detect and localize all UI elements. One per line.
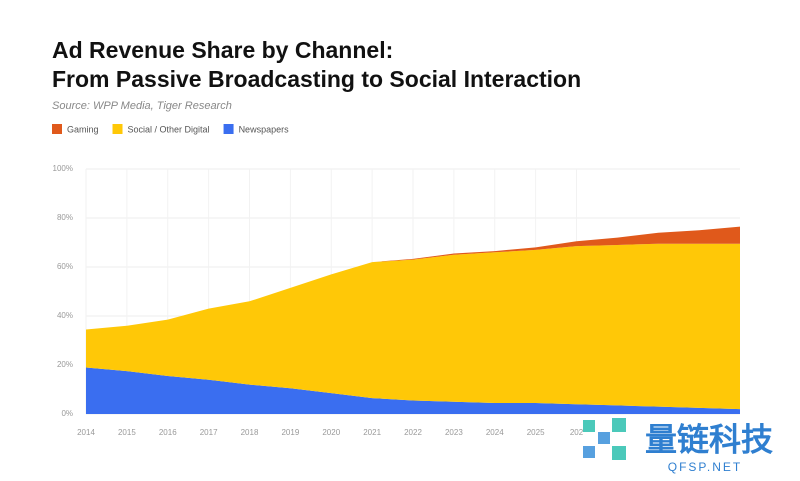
chart-title: From Passive Broadcasting to Social Inte… — [52, 66, 581, 92]
x-tick-label: 2021 — [363, 428, 381, 437]
x-tick-label: 2017 — [200, 428, 218, 437]
area — [86, 243, 740, 410]
x-tick-label: 2020 — [322, 428, 340, 437]
area — [86, 226, 740, 330]
y-tick-label: 20% — [57, 360, 73, 369]
x-tick-label: 2024 — [486, 428, 504, 437]
chart-title: Ad Revenue Share by Channel: — [52, 37, 393, 63]
x-tick-label: 202 — [570, 428, 584, 437]
x-tick-label: 2025 — [527, 428, 545, 437]
watermark: 量链科技 QFSP.NET — [583, 418, 773, 474]
legend-swatch — [223, 124, 234, 134]
y-tick-label: 100% — [53, 164, 73, 173]
legend-swatch — [52, 124, 62, 134]
legend-label: Gaming — [67, 124, 99, 134]
y-tick-label: 0% — [61, 409, 73, 418]
area — [86, 367, 740, 414]
watermark-name: 量链科技 — [645, 421, 773, 457]
x-tick-label: 2019 — [281, 428, 299, 437]
logo-block — [583, 420, 595, 432]
legend-label: Social / Other Digital — [128, 124, 210, 134]
watermark-site: QFSP.NET — [668, 460, 742, 474]
logo-block — [583, 446, 595, 458]
legend-label: Newspapers — [239, 124, 290, 134]
y-tick-label: 80% — [57, 213, 73, 222]
logo-block — [612, 446, 626, 460]
legend-swatch — [112, 124, 123, 134]
logo-block — [598, 432, 610, 444]
x-tick-label: 2014 — [77, 428, 95, 437]
x-tick-label: 2015 — [118, 428, 136, 437]
x-tick-label: 2022 — [404, 428, 422, 437]
logo-block — [612, 418, 626, 432]
y-tick-label: 60% — [57, 262, 73, 271]
x-tick-label: 2023 — [445, 428, 463, 437]
x-tick-label: 2018 — [241, 428, 259, 437]
chart-subtitle: Source: WPP Media, Tiger Research — [52, 100, 232, 112]
y-tick-label: 40% — [57, 311, 73, 320]
x-tick-label: 2016 — [159, 428, 177, 437]
